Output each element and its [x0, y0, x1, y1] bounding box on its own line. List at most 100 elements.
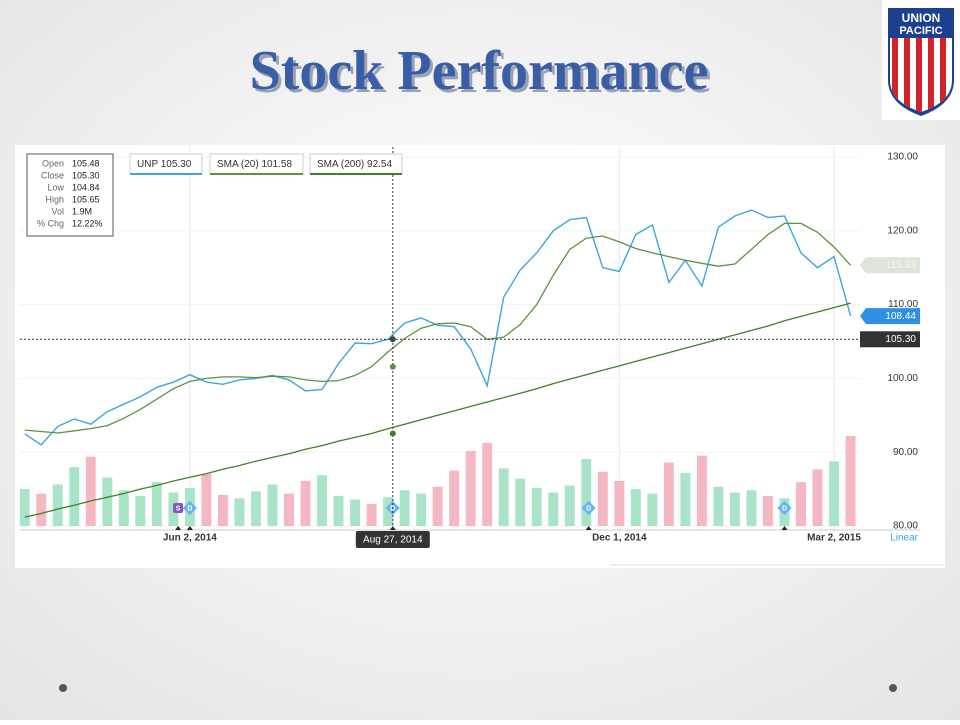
crosshair-dot — [389, 363, 396, 370]
x-tick-label: Dec 1, 2014 — [592, 533, 647, 544]
volume-bar — [647, 493, 658, 526]
legend-entry: SMA (20) 101.58 — [217, 159, 292, 170]
volume-bar — [333, 496, 344, 526]
logo-text: PACIFIC — [899, 25, 942, 37]
logo-text: UNION — [902, 11, 941, 25]
event-marker — [182, 500, 197, 516]
info-box — [26, 153, 114, 237]
legend-name: SMA (20) — [217, 159, 259, 170]
logo: UNION PACIFIC — [882, 0, 960, 120]
volume-bar — [416, 493, 427, 526]
volume-bar — [383, 497, 394, 526]
volume-bar — [19, 489, 30, 526]
price-line — [24, 209, 852, 446]
event-label: D — [586, 505, 591, 512]
volume-bar — [118, 490, 129, 526]
event-tick — [585, 526, 592, 530]
legend-name: UNP — [137, 159, 158, 170]
event-marker — [173, 503, 184, 513]
info-label: Close — [41, 170, 64, 180]
value-tag — [860, 308, 920, 325]
legend-value: 101.58 — [261, 159, 292, 170]
shield-stripes — [890, 38, 952, 112]
volume-bar — [729, 492, 740, 526]
volume-bar — [449, 470, 460, 526]
plot: Jun 2, 2014 Dec 1, 2014 Mar 2, 2015 80.00 90… — [19, 147, 920, 548]
volume-bar — [350, 499, 361, 526]
bullet-dot — [59, 684, 67, 692]
volume-bar — [845, 436, 856, 526]
volume-bar — [432, 486, 443, 526]
volume-bar — [251, 491, 261, 526]
price-line — [24, 222, 852, 434]
volume-bar — [69, 467, 80, 526]
info-label: Low — [47, 182, 64, 192]
volume-bar — [135, 496, 146, 526]
value-tag-label: 115.33 — [886, 260, 916, 271]
volume-bar — [317, 475, 327, 526]
legend-value: 92.54 — [367, 159, 392, 170]
legend-entry: UNP 105.30 — [137, 159, 192, 170]
y-tick-label: 90.00 — [893, 447, 918, 458]
bullet-dot — [889, 684, 897, 692]
volume-bar — [52, 484, 63, 526]
y-tick-label: 110.00 — [888, 299, 918, 310]
legend-value: 105.30 — [161, 159, 192, 170]
x-tick-label: Mar 2, 2015 — [807, 533, 861, 544]
info-label: Open — [42, 158, 64, 168]
crosshair-value: 105.30 — [885, 334, 916, 345]
crosshair-value-bg — [860, 331, 920, 348]
volume-bar — [630, 489, 641, 526]
event-tick — [781, 526, 788, 530]
volume-bar — [284, 493, 294, 526]
info-value: 104.84 — [72, 182, 100, 192]
info-value: 1.9M — [72, 206, 92, 216]
volume-bar — [482, 442, 493, 526]
volume-bar — [515, 478, 526, 526]
value-tag — [860, 257, 920, 274]
legend-name: SMA (200) — [317, 159, 364, 170]
volume-bar — [696, 455, 707, 526]
volume-bar — [465, 451, 476, 526]
volume-bar — [300, 481, 311, 526]
price-line — [24, 302, 851, 518]
y-tick-label: 100.00 — [887, 373, 918, 384]
volume-bar — [746, 490, 757, 526]
slide-title: Stock Performance — [250, 40, 709, 102]
volume-bar — [663, 462, 674, 526]
event-label: D — [782, 505, 787, 512]
volume-bar — [829, 461, 839, 526]
value-tag-label: 108.44 — [885, 311, 916, 322]
volume-bar — [614, 481, 625, 526]
volume-bar — [151, 482, 162, 526]
crosshair-date: Aug 27, 2014 — [363, 535, 423, 546]
event-label: S — [176, 505, 181, 512]
volume-bar — [531, 487, 542, 526]
volume-bar — [713, 486, 724, 526]
title-shadow: Stock Performance — [253, 43, 712, 105]
event-marker — [777, 500, 792, 516]
volume-bar — [201, 474, 212, 526]
event-tick — [186, 526, 193, 530]
volume-bar — [36, 493, 47, 526]
info-label: Vol — [51, 206, 64, 216]
volume-bar — [217, 494, 228, 526]
y-tick-label: 80.00 — [893, 521, 918, 532]
volume-bar — [366, 504, 377, 526]
scale-label: Linear — [890, 533, 918, 544]
y-tick-label: 120.00 — [887, 225, 918, 236]
volume-bar — [399, 490, 410, 526]
info-value: 105.65 — [72, 194, 100, 204]
info-label: % Chg — [37, 218, 64, 228]
event-label: D — [187, 505, 192, 512]
volume-bar — [796, 482, 806, 526]
volume-bar — [498, 468, 509, 526]
crosshair-date-bg — [355, 531, 430, 548]
info-label: High — [45, 194, 64, 204]
y-tick-label: 130.00 — [887, 152, 918, 163]
info-value: 105.30 — [72, 170, 100, 180]
volume-bar — [597, 471, 608, 526]
event-marker — [581, 500, 596, 516]
